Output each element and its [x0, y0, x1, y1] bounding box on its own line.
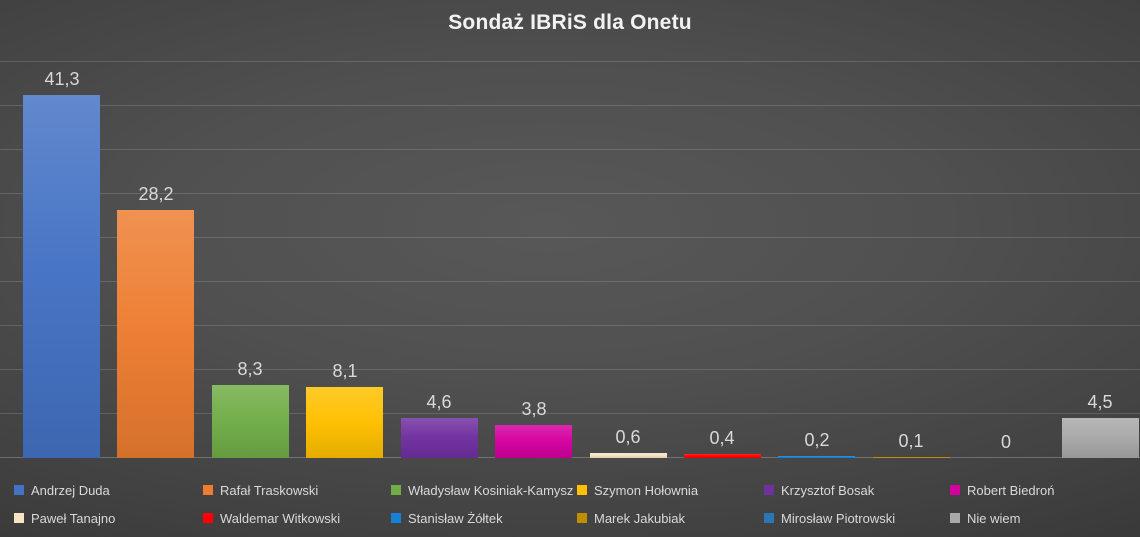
- legend-label: Szymon Hołownia: [594, 482, 699, 498]
- legend-label: Marek Jakubiak: [594, 510, 686, 526]
- gridline: [0, 149, 1140, 150]
- legend-swatch-icon: [764, 485, 774, 495]
- legend-label: Robert Biedroń: [967, 482, 1055, 498]
- bar-value-label: 0,1: [898, 431, 924, 451]
- legend-label: Mirosław Piotrowski: [781, 510, 896, 526]
- gridline: [0, 281, 1140, 282]
- legend-swatch-icon: [950, 513, 960, 523]
- bar-value-label: 4,6: [426, 392, 452, 412]
- bar-value-label: 0,4: [709, 428, 735, 448]
- bar-9: [778, 456, 855, 458]
- gridline: [0, 325, 1140, 326]
- legend-label: Władysław Kosiniak-Kamysz: [408, 482, 574, 498]
- bar-value-label: 0,6: [615, 427, 641, 447]
- bar-value-label: 4,5: [1087, 392, 1113, 412]
- bar-6: [495, 425, 572, 458]
- bar-10: [873, 457, 950, 458]
- legend-item: Stanisław Żółtek: [391, 510, 503, 526]
- bar-value-label: 8,3: [237, 359, 263, 379]
- bar-12: [1062, 418, 1139, 458]
- legend-swatch-icon: [391, 513, 401, 523]
- legend-item: Andrzej Duda: [14, 482, 110, 498]
- gridline: [0, 237, 1140, 238]
- bar-value-label: 41,3: [44, 69, 80, 89]
- gridline: [0, 193, 1140, 194]
- legend-item: Robert Biedroń: [950, 482, 1054, 498]
- gridline: [0, 61, 1140, 62]
- bar-4: [306, 387, 383, 458]
- bar-7: [590, 453, 667, 458]
- legend-item: Szymon Hołownia: [577, 482, 698, 498]
- bar-8: [684, 454, 761, 458]
- legend-item: Władysław Kosiniak-Kamysz: [391, 482, 573, 498]
- gridline: [0, 413, 1140, 414]
- legend-swatch-icon: [577, 513, 587, 523]
- legend-swatch-icon: [950, 485, 960, 495]
- legend-label: Krzysztof Bosak: [781, 482, 875, 498]
- legend-item: Marek Jakubiak: [577, 510, 685, 526]
- bar-value-label: 0,2: [804, 430, 830, 450]
- legend-item: Waldemar Witkowski: [203, 510, 340, 526]
- gridline: [0, 369, 1140, 370]
- bar-value-label: 0: [1000, 432, 1011, 452]
- bar-2: [117, 210, 194, 458]
- legend-swatch-icon: [14, 513, 24, 523]
- legend-swatch-icon: [203, 513, 213, 523]
- bar-3: [212, 385, 289, 458]
- bar-value-label: 3,8: [521, 399, 547, 419]
- bar-1: [23, 95, 100, 458]
- gridline: [0, 105, 1140, 106]
- chart-title: Sondaż IBRiS dla Onetu: [448, 11, 692, 34]
- legend-swatch-icon: [764, 513, 774, 523]
- legend-swatch-icon: [391, 485, 401, 495]
- legend-item: Rafał Traskowski: [203, 482, 318, 498]
- legend-swatch-icon: [14, 485, 24, 495]
- legend-label: Waldemar Witkowski: [220, 510, 341, 526]
- legend-item: Paweł Tanajno: [14, 510, 115, 526]
- legend-label: Andrzej Duda: [31, 482, 110, 498]
- legend-label: Paweł Tanajno: [31, 510, 116, 526]
- bar-value-label: 28,2: [138, 184, 174, 204]
- legend-item: Mirosław Piotrowski: [764, 510, 895, 526]
- legend-label: Rafał Traskowski: [220, 482, 319, 498]
- legend-label: Nie wiem: [967, 510, 1021, 526]
- legend-swatch-icon: [203, 485, 213, 495]
- legend-swatch-icon: [577, 485, 587, 495]
- bar-5: [401, 418, 478, 458]
- legend-item: Nie wiem: [950, 510, 1020, 526]
- legend-label: Stanisław Żółtek: [408, 510, 503, 526]
- legend-item: Krzysztof Bosak: [764, 482, 874, 498]
- bar-value-label: 8,1: [332, 361, 358, 381]
